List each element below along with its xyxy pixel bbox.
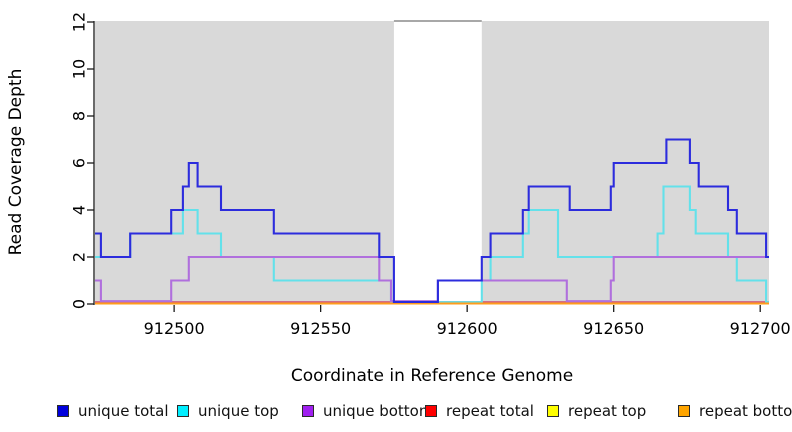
x-tick-label: 912650 — [583, 319, 644, 338]
y-tick-label: 12 — [70, 12, 89, 32]
x-tick-label: 912700 — [730, 319, 791, 338]
y-tick-label: 10 — [70, 59, 89, 79]
y-tick-label: 6 — [70, 158, 89, 168]
y-axis-title: Read Coverage Depth — [6, 68, 26, 256]
line-unique-bottom — [95, 255, 769, 303]
x-axis-title: Coordinate in Reference Genome — [290, 366, 574, 386]
y-tick-label: 0 — [70, 299, 89, 309]
line-unique-top — [95, 185, 769, 304]
y-tick-label: 4 — [70, 205, 89, 215]
y-tick-label: 8 — [70, 111, 89, 121]
x-tick-label: 912600 — [437, 319, 498, 338]
y-tick-label: 2 — [70, 252, 89, 262]
x-tick-label: 912500 — [144, 319, 205, 338]
line-unique-total — [95, 138, 769, 304]
x-tick-label: 912550 — [290, 319, 351, 338]
shaded-region — [95, 21, 394, 305]
